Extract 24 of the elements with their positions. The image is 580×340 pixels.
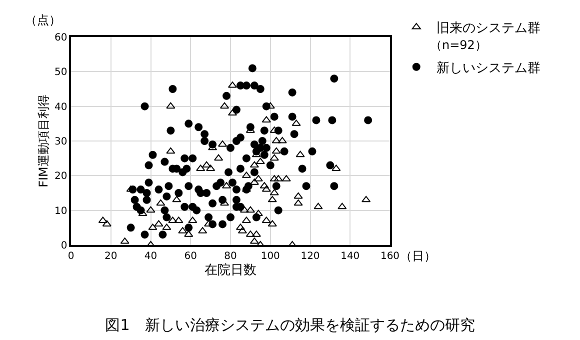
y-tick-label: 20	[54, 171, 68, 182]
y-axis-title: FIM運動項目利得	[36, 94, 50, 188]
x-tick-label: 20	[104, 250, 118, 262]
legend-label: 旧来のシステム群	[436, 21, 540, 36]
x-tick-label: 140	[340, 250, 360, 262]
x-tick-label: 0	[68, 250, 74, 262]
y-tick-label: 60	[54, 32, 68, 44]
y-tick-label: 0	[60, 240, 68, 252]
x-tick-label: 120	[300, 250, 320, 262]
x-axis-title: 在院日数	[204, 262, 256, 278]
text: （n=92）	[430, 38, 487, 52]
x-tick-label: 80	[224, 250, 237, 262]
x-tick-label: 60	[184, 250, 197, 262]
y-tick-label: 50	[54, 67, 68, 78]
y-tick-label: 10	[54, 206, 68, 217]
text: 図1 新しい治療システムの効果を検証するための研究	[105, 316, 475, 334]
text: （日）	[400, 249, 436, 263]
x-tick-label: 100	[260, 250, 280, 262]
legend-label: 新しいシステム群	[436, 60, 540, 76]
y-tick-label: 40	[54, 102, 68, 113]
text: （点）	[25, 13, 61, 27]
y-tick-label: 30	[54, 136, 68, 148]
x-tick-label: 160	[380, 250, 400, 262]
x-tick-label: 40	[144, 250, 158, 262]
